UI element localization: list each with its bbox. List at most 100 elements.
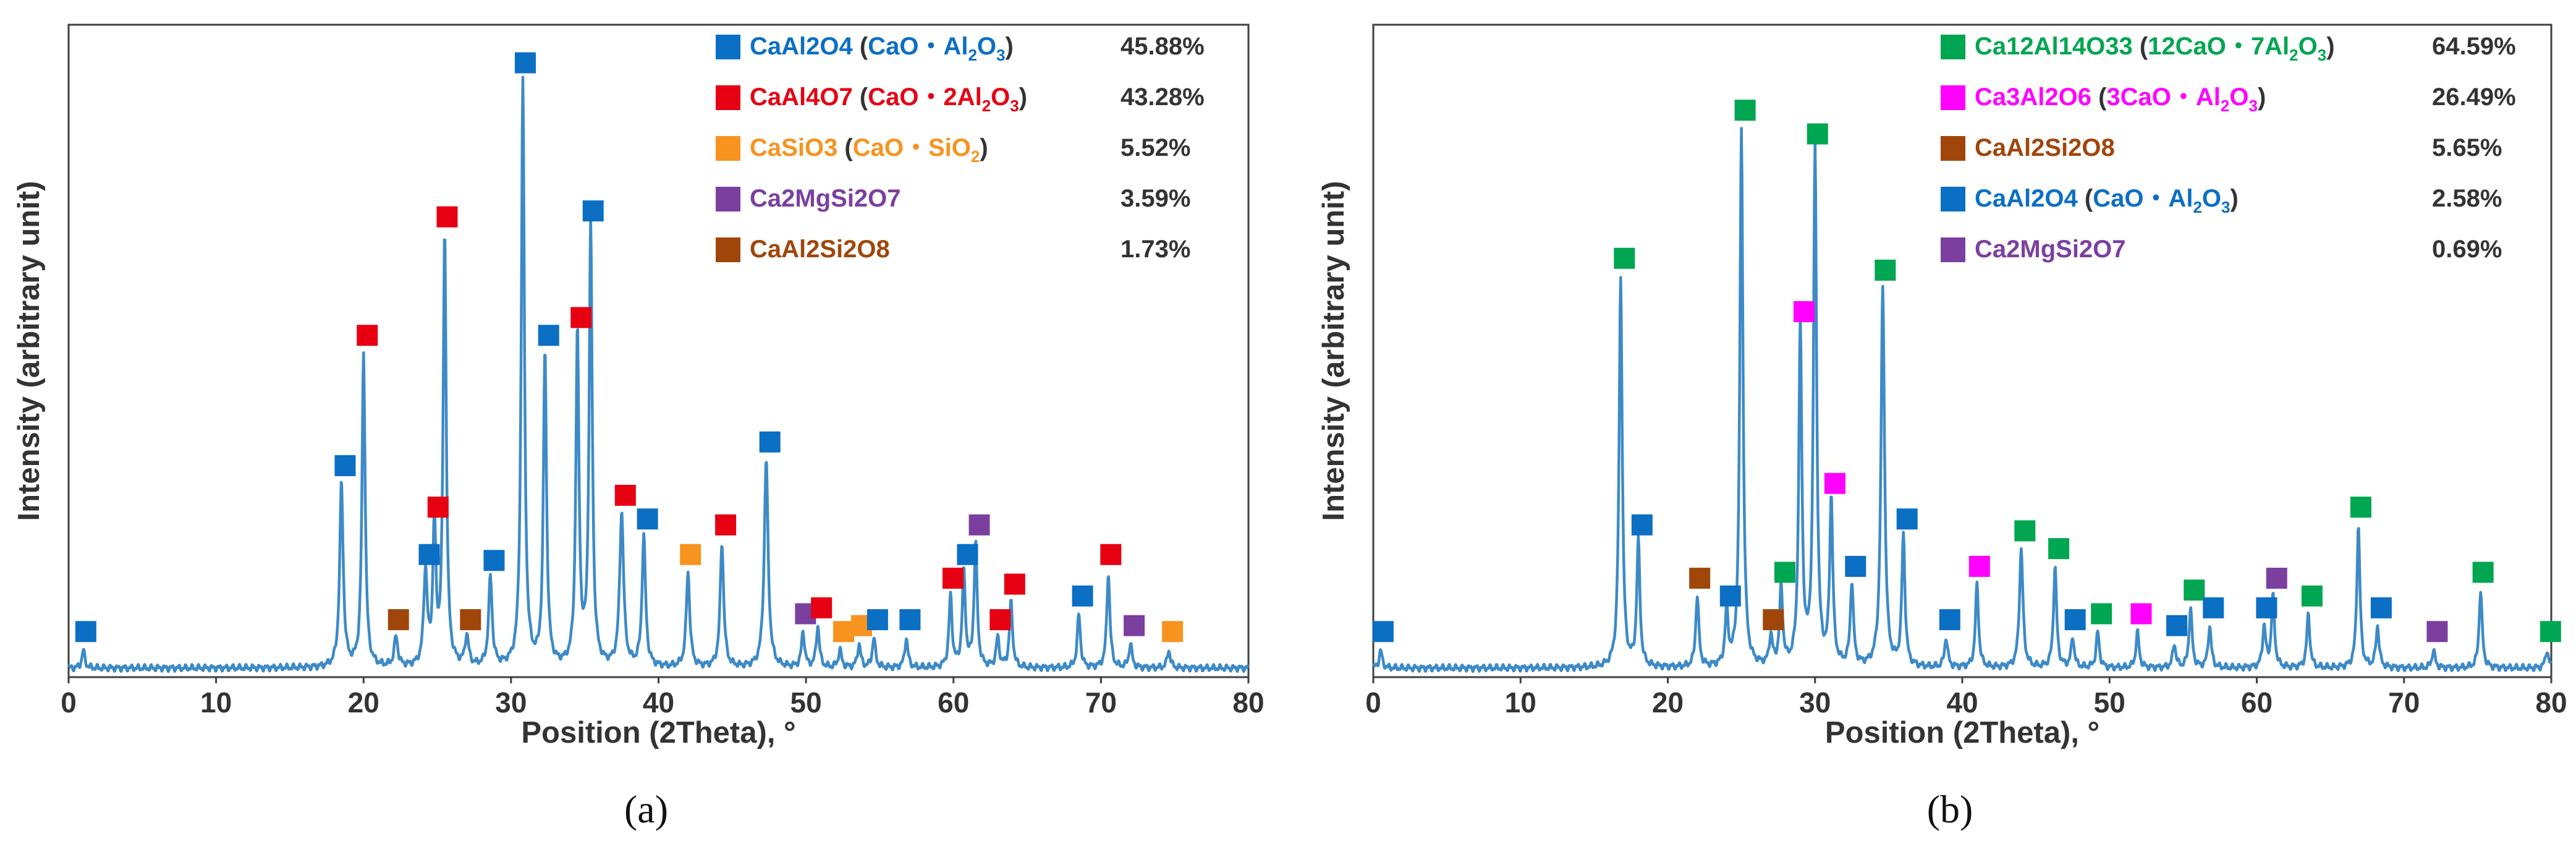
x-tick-label: 30 xyxy=(495,686,527,719)
peak-marker-CaAl2O4 xyxy=(483,550,505,571)
peak-marker-CaAl2O4 xyxy=(637,508,658,530)
peak-marker-Ca12Al14O33 xyxy=(2472,562,2494,583)
legend-phase: Ca3Al2O6 xyxy=(1975,83,2091,111)
peak-marker-CaAl2O4 xyxy=(538,325,559,346)
peak-marker-Ca12Al14O33 xyxy=(1807,123,1828,145)
peak-marker-Ca12Al14O33 xyxy=(1875,259,1896,281)
peak-marker-CaAl2O4 xyxy=(2370,597,2392,618)
peak-marker-CaAl2O4 xyxy=(866,609,888,631)
plot-frame xyxy=(1372,23,2553,678)
legend-paren: ( xyxy=(853,33,868,60)
legend-formula: 12CaO・7Al xyxy=(2148,33,2289,60)
legend-subscript: 2 xyxy=(2289,46,2298,64)
legend-subscript: 3 xyxy=(2249,96,2258,115)
peak-marker-CaAl4O7 xyxy=(357,325,378,346)
legend-swatch-Ca2MgSi2O7 xyxy=(1941,237,1965,262)
legend-label: CaAl2O4 (CaO・Al2O3) xyxy=(750,33,1014,64)
legend-formula: CaO・Al xyxy=(2093,185,2193,212)
legend-formula: 3CaO・Al xyxy=(2106,83,2221,111)
panel-label: (a) xyxy=(624,787,668,831)
legend-percent: 1.73% xyxy=(1121,236,1190,263)
peak-marker-Ca12Al14O33 xyxy=(2301,585,2323,607)
peak-marker-CaSiO3 xyxy=(1162,621,1184,643)
peak-marker-CaAl4O7 xyxy=(436,206,458,228)
legend-label: CaAl2O4 (CaO・Al2O3) xyxy=(1975,185,2239,216)
legend-swatch-CaAl4O7 xyxy=(716,85,740,110)
plot-frame xyxy=(67,23,1250,678)
peak-marker-CaAl2Si2O8 xyxy=(460,609,481,631)
legend-formula: O xyxy=(977,33,996,60)
legend-subscript: 2 xyxy=(971,147,980,166)
legend: CaAl2O4 (CaO・Al2O3) 45.88%CaAl4O7 (CaO・2A… xyxy=(716,33,1205,263)
legend-paren: ) xyxy=(2326,33,2334,60)
legend-formula: CaO・2Al xyxy=(868,83,982,111)
legend-phase: CaAl2Si2O8 xyxy=(750,236,890,263)
legend-paren: ) xyxy=(980,134,988,161)
x-axis-title: Position (2Theta), ° xyxy=(521,716,795,749)
peak-marker-CaAl4O7 xyxy=(942,568,964,589)
peak-marker-CaAl4O7 xyxy=(570,307,592,328)
legend-label: CaAl2Si2O8 xyxy=(750,236,890,263)
peak-marker-CaAl2O4 xyxy=(514,52,536,74)
legend-percent: 0.69% xyxy=(2432,236,2502,263)
peak-marker-Ca12Al14O33 xyxy=(2540,621,2561,643)
legend-phase: CaAl4O7 xyxy=(750,83,853,111)
legend: Ca12Al14O33 (12CaO・7Al2O3) 64.59%Ca3Al2O6… xyxy=(1941,33,2516,263)
legend-subscript: 2 xyxy=(968,46,977,64)
peak-marker-Ca12Al14O33 xyxy=(2014,520,2036,542)
chart-panel-a: 0 10 20 30 40 50 60 70 80 Position (2Theta), ° Int… xyxy=(12,23,1265,831)
peak-marker-CaAl2Si2O8 xyxy=(1689,568,1711,589)
peak-marker-CaSiO3 xyxy=(680,544,701,565)
peak-marker-Ca2MgSi2O7 xyxy=(1124,615,1145,636)
x-tick-label: 10 xyxy=(1505,686,1536,719)
legend-percent: 5.65% xyxy=(2432,134,2502,161)
legend-phase: CaAl2Si2O8 xyxy=(1975,134,2115,161)
legend-paren: ) xyxy=(2231,185,2239,212)
legend-swatch-Ca3Al2O6 xyxy=(1941,85,1965,110)
x-axis-title: Position (2Theta), ° xyxy=(1825,716,2099,749)
legend-formula: O xyxy=(991,83,1010,111)
legend-subscript: 3 xyxy=(1010,96,1019,115)
y-axis-title: Intensity (arbitrary unit) xyxy=(12,181,46,521)
peak-marker-CaAl2O4 xyxy=(899,609,921,631)
peak-marker-CaAl2O4 xyxy=(2064,609,2086,631)
x-tick-label: 50 xyxy=(2094,686,2125,719)
legend-percent: 5.52% xyxy=(1121,134,1190,161)
x-tick-label: 70 xyxy=(1085,686,1117,719)
x-tick-label: 10 xyxy=(200,686,232,719)
peak-marker-Ca12Al14O33 xyxy=(2048,538,2070,560)
legend-swatch-CaAl2Si2O8 xyxy=(1941,136,1965,161)
legend-percent: 26.49% xyxy=(2432,83,2516,111)
x-tick-label: 70 xyxy=(2388,686,2420,719)
peak-marker-CaAl2O4 xyxy=(418,544,440,565)
x-tick-label: 80 xyxy=(2535,686,2567,719)
peak-marker-CaAl2O4 xyxy=(1072,585,1093,607)
legend-phase: Ca2MgSi2O7 xyxy=(750,185,901,212)
peak-marker-CaAl2O4 xyxy=(2166,615,2188,636)
legend-subscript: 3 xyxy=(2221,198,2230,216)
xrd-trace xyxy=(67,75,1250,673)
peak-marker-Ca12Al14O33 xyxy=(2184,579,2205,601)
legend-percent: 64.59% xyxy=(2432,33,2516,60)
legend-paren: ) xyxy=(1006,33,1014,60)
legend-subscript: 2 xyxy=(2221,96,2229,115)
peak-marker-CaAl2O4 xyxy=(1896,508,1918,530)
peak-marker-Ca3Al2O6 xyxy=(2130,603,2152,625)
legend-percent: 3.59% xyxy=(1121,185,1190,212)
x-tick-label: 0 xyxy=(1365,686,1381,719)
x-tick-label: 40 xyxy=(643,686,674,719)
legend-label: Ca2MgSi2O7 xyxy=(1975,236,2126,263)
peak-marker-CaSiO3 xyxy=(833,621,855,643)
legend-paren: ( xyxy=(837,134,853,161)
legend-label: CaAl2Si2O8 xyxy=(1975,134,2115,161)
peak-marker-CaAl4O7 xyxy=(614,484,636,506)
peak-marker-CaAl2O4 xyxy=(2203,597,2224,618)
legend-swatch-CaAl2O4 xyxy=(716,35,740,59)
x-tick-label: 60 xyxy=(938,686,969,719)
peak-marker-CaAl4O7 xyxy=(1100,544,1122,565)
peak-marker-Ca2MgSi2O7 xyxy=(968,514,990,536)
legend-phase: CaAl2O4 xyxy=(750,33,853,60)
legend-paren: ) xyxy=(2258,83,2266,111)
legend-formula: O xyxy=(2229,83,2248,111)
